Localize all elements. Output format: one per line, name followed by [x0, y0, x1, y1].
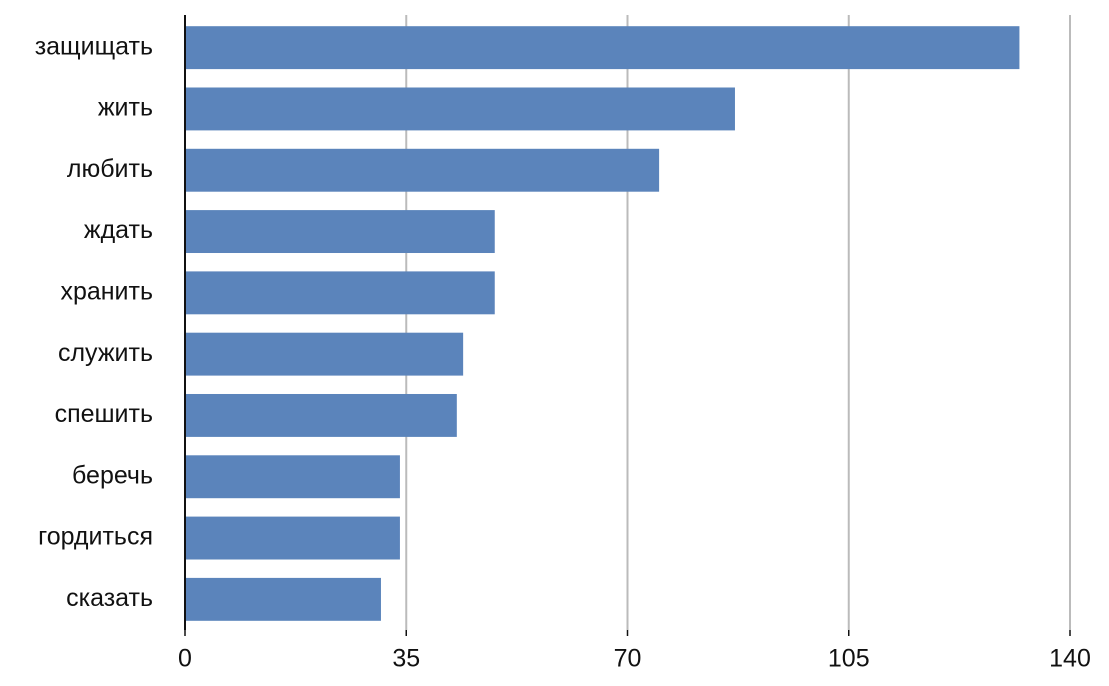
bar: [185, 148, 660, 192]
bar: [185, 26, 1020, 70]
x-tick-label: 35: [392, 645, 420, 673]
y-tick-label: сказать: [66, 584, 153, 612]
bar: [185, 332, 464, 376]
bar: [185, 516, 400, 560]
bar: [185, 577, 381, 621]
bar: [185, 271, 495, 315]
y-tick-label: любить: [67, 155, 153, 183]
y-tick-label: гордиться: [38, 523, 153, 551]
bar: [185, 210, 495, 254]
bar: [185, 393, 457, 437]
x-tick-label: 140: [1049, 645, 1091, 673]
y-tick-label: защищать: [35, 32, 153, 60]
y-tick-label: спешить: [55, 400, 153, 428]
y-tick-label: жить: [98, 94, 153, 122]
y-tick-label: хранить: [60, 277, 153, 305]
x-tick-label: 70: [614, 645, 642, 673]
bar: [185, 87, 735, 131]
y-tick-label: беречь: [72, 461, 153, 489]
y-tick-label: ждать: [84, 216, 153, 244]
x-tick-label: 105: [828, 645, 870, 673]
y-tick-label: служить: [58, 339, 153, 367]
bar: [185, 455, 400, 499]
x-tick-label: 0: [178, 645, 192, 673]
